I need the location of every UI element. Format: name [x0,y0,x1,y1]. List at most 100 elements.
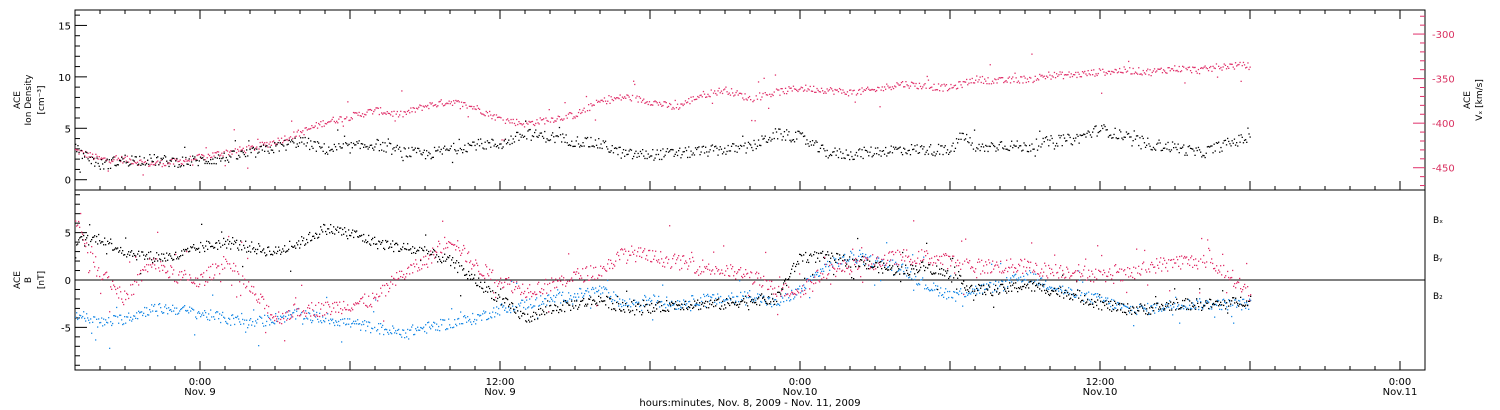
by-point [165,304,167,306]
by-point [1002,280,1004,283]
vx-point [237,148,239,151]
by-point [979,292,981,294]
vx-point [1040,75,1042,77]
density-point [1140,148,1142,150]
bz-point [284,340,286,342]
bx-point [874,265,876,267]
bx-point [401,249,403,251]
vx-point [84,155,86,157]
bx-point [310,240,312,242]
by-point [875,260,877,262]
bx-point [110,238,112,240]
by-point [147,314,149,316]
bx-point [706,307,708,309]
by-point [629,298,631,300]
bx-point [682,307,684,309]
bz-point [392,283,394,285]
by-point [281,316,283,319]
bz-point [164,266,166,268]
density-point [696,148,698,151]
bx-point [345,231,347,233]
density-point [427,154,429,157]
density-point [382,141,384,144]
by-point [628,304,630,307]
bz-point [118,297,120,299]
by-point [430,328,432,330]
density-point [976,147,978,149]
by-point [541,303,543,305]
bz-point [529,284,531,286]
bx-point [486,286,488,288]
density-point [622,149,625,151]
bx-point [757,298,759,300]
by-point [682,304,684,306]
vx-point [1002,77,1004,79]
by-point [797,288,799,290]
vx-point [1241,65,1243,67]
by-point [141,311,143,313]
bx-point [596,302,598,304]
by-point [880,280,882,282]
density-point [687,156,689,159]
vx-point [255,147,257,149]
vx-point [552,117,554,119]
vx-point [1017,80,1020,82]
bx-point [1248,300,1250,302]
vx-point [811,90,814,92]
density-point [285,149,287,151]
density-point [699,154,701,156]
by-point [823,270,825,272]
vx-point [1211,70,1213,72]
bz-point [203,272,205,274]
bx-point [845,265,847,267]
vx-point [360,115,362,117]
vx-point [1161,72,1164,74]
vx-point [112,160,114,163]
by-point [1215,303,1217,305]
bz-point [216,267,218,269]
bx-point [1184,299,1186,302]
bx-point [954,266,956,268]
density-point [685,149,688,152]
density-point [156,157,158,159]
vx-point [817,89,819,91]
vx-point [696,98,698,100]
bx-point [866,268,868,270]
bx-point [592,299,594,302]
bx-point [717,298,719,301]
by-point [1036,283,1038,285]
bx-point [766,302,768,304]
vx-point [131,162,133,165]
density-point [261,149,263,151]
vx-point [220,154,222,156]
density-point [95,161,97,164]
bz-point [424,264,426,266]
vx-point [582,109,584,111]
bx-point [939,268,941,270]
bx-point [1152,307,1154,309]
by-point [876,257,878,259]
vx-point [763,77,765,79]
bx-point [252,248,254,250]
by-point [103,318,105,320]
bx-point [1089,303,1091,305]
bz-point [426,263,428,265]
density-point [1062,134,1065,136]
density-point [1202,154,1204,157]
density-point [503,140,505,142]
by-point [1091,293,1093,295]
vx-point [555,120,557,122]
density-point [853,158,855,160]
by-point [306,317,308,319]
density-point [494,143,496,145]
bx-point [1108,301,1110,303]
bx-point [146,253,148,256]
bz-point [493,292,495,294]
density-point [341,147,343,149]
vx-point [201,154,203,156]
density-point [660,149,662,152]
bz-point [154,264,156,266]
by-point [1139,303,1141,306]
density-point [321,146,323,148]
density-point [862,157,864,160]
